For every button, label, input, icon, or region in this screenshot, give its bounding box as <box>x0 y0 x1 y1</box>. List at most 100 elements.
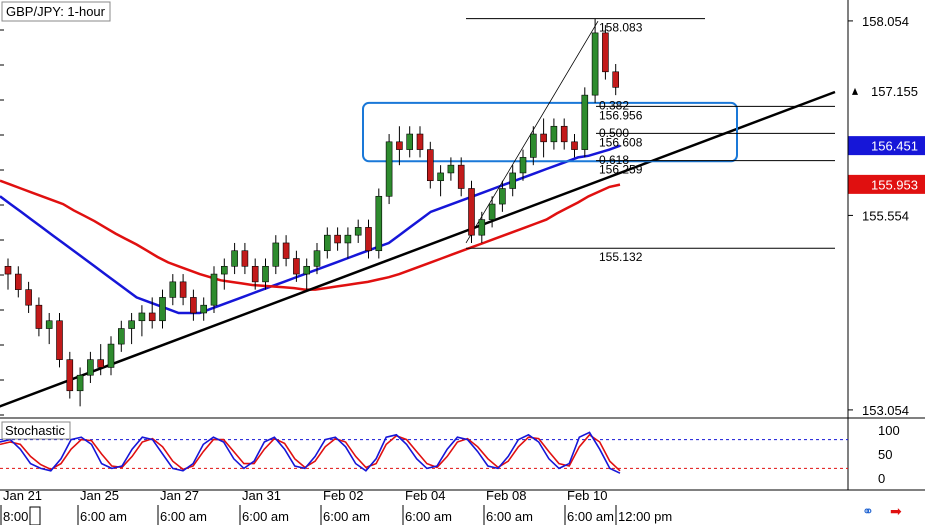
date-label: Jan 27 <box>160 488 199 503</box>
stochastic-label: Stochastic <box>5 423 65 438</box>
bearish-candle <box>612 71 620 88</box>
bearish-candle <box>457 164 465 189</box>
level-labels: 158.0830.382156.9560.500156.6080.618156.… <box>466 18 835 264</box>
price-badge <box>848 136 925 156</box>
bullish-candle <box>221 265 228 275</box>
link-icon[interactable]: ⚭ <box>862 504 874 520</box>
date-label: Feb 04 <box>405 488 445 503</box>
stochastic-tick-label: 0 <box>878 471 885 486</box>
stochastic-d-line <box>0 433 621 472</box>
price-tick-label: 153.054 <box>862 403 909 418</box>
time-label: 6:00 am <box>80 509 127 524</box>
bearish-candle <box>334 234 341 244</box>
bearish-candle <box>560 125 568 143</box>
bullish-candle <box>447 164 455 174</box>
bullish-candle <box>375 195 383 252</box>
stochastic-k-line <box>0 431 621 474</box>
bullish-candle <box>107 343 115 368</box>
bullish-candle <box>488 203 496 220</box>
stochastic-tick-label: 100 <box>878 423 900 438</box>
bullish-candle <box>200 304 207 314</box>
bearish-candle <box>293 258 300 275</box>
bullish-candle <box>406 133 414 150</box>
stochastic-tick-label: 50 <box>878 447 892 462</box>
bearish-candle <box>540 133 547 143</box>
price-candles <box>4 18 620 407</box>
date-label: Jan 25 <box>80 488 119 503</box>
bullish-candle <box>529 133 537 158</box>
date-label: Feb 10 <box>567 488 607 503</box>
bearish-candle <box>365 227 372 252</box>
time-cursor-marker <box>29 506 41 525</box>
bearish-candle <box>148 312 156 322</box>
price-axis: 158.054 155.554 153.054 <box>848 14 909 418</box>
bullish-candle <box>591 32 599 96</box>
bullish-candle <box>87 359 94 376</box>
level-label: 156.956 <box>599 108 643 122</box>
bearish-candle <box>35 304 43 329</box>
bearish-candle <box>56 320 63 360</box>
price-badge-marker <box>852 87 858 95</box>
chart-title: GBP/JPY: 1-hour <box>6 4 106 19</box>
bearish-candle <box>251 265 259 283</box>
bearish-candle <box>179 281 187 298</box>
bullish-candle <box>45 320 53 329</box>
time-label: 6:00 am <box>405 509 452 524</box>
date-label: Jan 21 <box>3 488 42 503</box>
price-badge-label: 155.953 <box>871 177 918 192</box>
bearish-candle <box>97 359 104 368</box>
price-tick-label: 155.554 <box>862 208 909 223</box>
bullish-candle <box>550 125 558 143</box>
bearish-candle <box>468 188 475 236</box>
bullish-candle <box>385 141 393 197</box>
time-label: 6:00 am <box>160 509 207 524</box>
bearish-candle <box>241 250 249 267</box>
time-label: 6:00 am <box>323 509 370 524</box>
price-badge <box>848 81 925 101</box>
price-badge-label: 156.451 <box>871 139 918 154</box>
bearish-candle <box>282 242 290 259</box>
bullish-candle <box>509 172 517 189</box>
bullish-candle <box>138 312 146 322</box>
level-label: 155.132 <box>599 250 643 264</box>
bullish-candle <box>354 227 362 236</box>
date-label: Feb 08 <box>486 488 526 503</box>
bullish-candle <box>262 265 269 283</box>
bearish-candle <box>15 273 22 290</box>
bullish-candle <box>303 265 311 275</box>
price-tick-label: 158.054 <box>862 14 909 29</box>
bullish-candle <box>313 250 321 267</box>
time-label: 12:00 pm <box>618 509 672 524</box>
stochastic-panel: 100 50 0 <box>0 423 900 486</box>
stochastic-label-box <box>1 421 71 440</box>
level-label: 156.259 <box>599 163 643 177</box>
bearish-candle <box>4 265 12 275</box>
bullish-candle <box>519 157 527 174</box>
price-badge-label: 157.155 <box>871 84 918 99</box>
bullish-candle <box>76 374 84 392</box>
price-badges: 157.155 156.451 155.953 <box>848 81 925 194</box>
time-label: 8:00 <box>3 509 28 524</box>
price-badge <box>848 174 925 194</box>
bullish-candle <box>344 234 352 244</box>
bearish-candle <box>190 297 197 314</box>
bullish-candle <box>231 250 238 267</box>
chart-title-box <box>1 1 111 22</box>
bullish-candle <box>159 297 166 322</box>
bearish-candle <box>66 359 74 392</box>
panel-frames <box>0 0 925 491</box>
level-label: 158.083 <box>599 21 643 35</box>
bullish-candle <box>272 242 280 267</box>
bullish-candle <box>118 328 125 345</box>
bullish-candle <box>210 273 218 306</box>
arrow-right-icon[interactable]: ➡ <box>890 504 902 520</box>
bearish-candle <box>396 141 403 150</box>
bearish-candle <box>416 133 424 150</box>
bearish-candle <box>25 289 32 306</box>
bearish-candle <box>602 32 609 73</box>
time-label: 6:00 am <box>486 509 533 524</box>
fibonacci-connector <box>465 21 599 244</box>
bullish-candle <box>499 188 506 205</box>
bullish-candle <box>128 320 135 329</box>
